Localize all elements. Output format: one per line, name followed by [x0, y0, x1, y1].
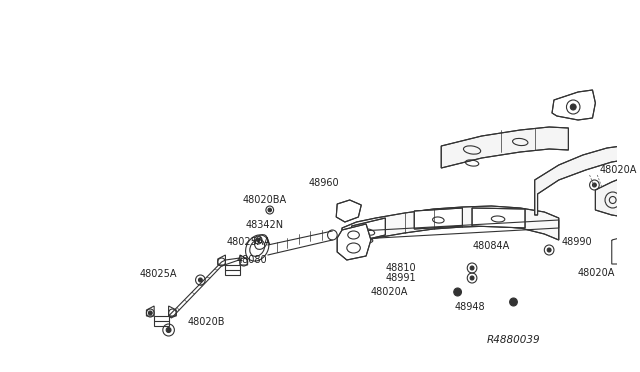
- Text: 48020B: 48020B: [188, 317, 225, 327]
- Text: R4880039: R4880039: [486, 335, 540, 345]
- Circle shape: [268, 208, 271, 212]
- Text: 48020A: 48020A: [371, 287, 408, 297]
- Polygon shape: [552, 90, 595, 120]
- Text: 48025A: 48025A: [140, 269, 177, 279]
- Text: 48080: 48080: [237, 255, 268, 265]
- Polygon shape: [342, 206, 559, 248]
- Circle shape: [454, 288, 461, 296]
- Text: 48948: 48948: [455, 302, 485, 312]
- Circle shape: [148, 311, 152, 315]
- Polygon shape: [534, 146, 624, 215]
- Text: 48960: 48960: [308, 178, 339, 188]
- Text: 48020A: 48020A: [599, 165, 637, 175]
- Circle shape: [470, 276, 474, 280]
- Polygon shape: [595, 177, 634, 217]
- Circle shape: [618, 274, 625, 282]
- Text: 48020A: 48020A: [578, 268, 616, 278]
- Polygon shape: [414, 208, 463, 229]
- Circle shape: [166, 327, 171, 333]
- Text: 48025AA: 48025AA: [227, 237, 271, 247]
- Circle shape: [570, 104, 576, 110]
- Text: 48991: 48991: [385, 273, 416, 283]
- Polygon shape: [351, 218, 385, 243]
- Text: 48342N: 48342N: [246, 220, 284, 230]
- Circle shape: [593, 183, 596, 187]
- Text: 48020BA: 48020BA: [243, 195, 287, 205]
- Text: 48990: 48990: [562, 237, 592, 247]
- Polygon shape: [336, 200, 361, 222]
- Text: 48084A: 48084A: [472, 241, 509, 251]
- Text: 48810: 48810: [385, 263, 416, 273]
- Circle shape: [257, 238, 260, 242]
- Circle shape: [547, 248, 551, 252]
- Circle shape: [470, 266, 474, 270]
- Circle shape: [198, 278, 202, 282]
- Polygon shape: [337, 224, 371, 260]
- Polygon shape: [472, 208, 525, 228]
- Circle shape: [509, 298, 517, 306]
- Polygon shape: [441, 127, 568, 168]
